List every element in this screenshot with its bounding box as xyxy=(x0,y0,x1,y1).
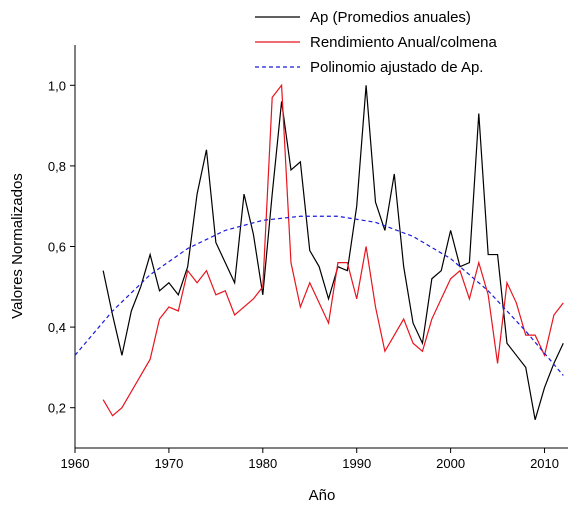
y-tick-label: 0,4 xyxy=(48,320,66,335)
y-tick-label: 0,2 xyxy=(48,401,66,416)
legend-label: Polinomio ajustado de Ap. xyxy=(310,59,483,76)
x-tick-label: 1990 xyxy=(342,456,371,471)
x-tick-label: 1960 xyxy=(61,456,90,471)
series-line xyxy=(74,215,564,376)
series-line xyxy=(102,83,564,417)
legend-label: Rendimiento Anual/colmena xyxy=(310,34,497,51)
series-line xyxy=(102,85,564,420)
y-tick-label: 0,8 xyxy=(48,159,66,174)
x-tick-label: 2000 xyxy=(436,456,465,471)
x-tick-label: 2010 xyxy=(530,456,559,471)
x-tick-label: 1970 xyxy=(154,456,183,471)
y-axis-label: Valores Normalizados xyxy=(9,173,26,319)
y-tick-label: 1,0 xyxy=(48,78,66,93)
x-tick-label: 1980 xyxy=(248,456,277,471)
x-axis-label: Año xyxy=(309,487,336,504)
legend-label: Ap (Promedios anuales) xyxy=(310,9,471,26)
y-tick-label: 0,6 xyxy=(48,240,66,255)
